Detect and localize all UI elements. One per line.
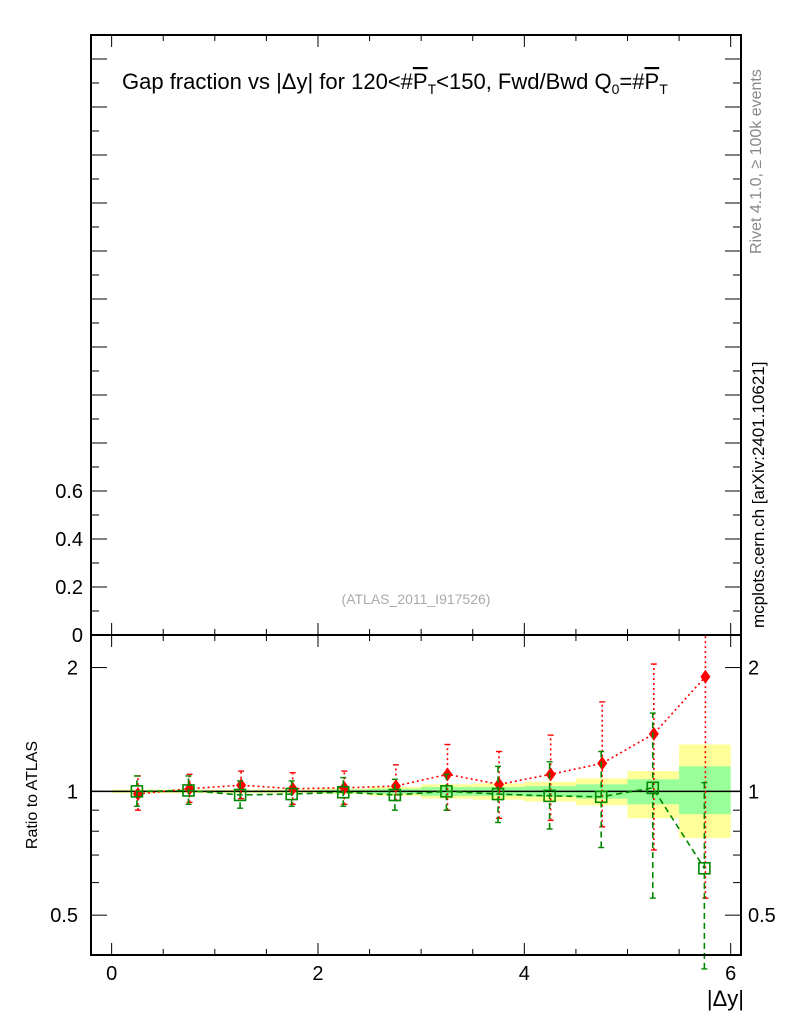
x-tick-label: 4 [519, 963, 530, 985]
analysis-watermark: (ATLAS_2011_I917526) [342, 591, 491, 607]
marker-red [700, 669, 711, 684]
x-tick-label: 0 [106, 963, 117, 985]
marker-red [184, 781, 195, 796]
ratio-y-tick-label: 1 [67, 781, 78, 803]
marker-red [597, 756, 608, 771]
series-line-red [137, 676, 706, 795]
title-pt-bar-1: P [413, 69, 428, 94]
marker-green [233, 788, 247, 802]
ratio-y-axis-label: Ratio to ATLAS [24, 741, 41, 849]
marker-green [440, 785, 453, 798]
marker-red [339, 780, 350, 795]
ratio-plot-frame [90, 634, 742, 956]
title-pt-bar-2: P [645, 69, 660, 94]
marker-green [182, 784, 195, 797]
marker-red [545, 767, 556, 782]
marker-green [130, 785, 144, 798]
marker-green [646, 781, 660, 795]
main-y-tick-label: 0.4 [55, 529, 83, 551]
chart-title: Gap fraction vs |Δy| for 120<#PT<150, Fw… [122, 69, 668, 97]
title-sub-t-2: T [659, 81, 668, 97]
main-y-tick-label: 0 [72, 625, 83, 647]
marker-green [543, 789, 556, 803]
marker-green [491, 787, 505, 801]
x-tick-label: 6 [725, 963, 736, 985]
marker-green [285, 787, 298, 801]
ratio-y-tick-label-right: 1 [748, 781, 759, 803]
main-y-tick-label: 0.2 [55, 577, 83, 599]
marker-green [594, 790, 608, 804]
marker-red [132, 787, 143, 802]
rivet-version-label: Rivet 4.1.0, ≥ 100k events [748, 69, 765, 254]
mcplots-label: mcplots.cern.ch [arXiv:2401.10621] [749, 362, 768, 628]
main-y-tick-label: 0.6 [55, 481, 83, 503]
ratio-y-tick-label-right: 2 [748, 658, 759, 680]
main-plot-frame [90, 34, 742, 636]
marker-green [388, 788, 402, 802]
marker-green [698, 861, 711, 875]
marker-green [336, 785, 350, 799]
series-line-green [136, 786, 706, 869]
title-sub-0: 0 [612, 81, 620, 97]
ratio-y-tick-label: 0.5 [50, 905, 78, 927]
marker-red [648, 726, 659, 741]
x-tick-label: 2 [312, 963, 323, 985]
title-sub-t-1: T [428, 81, 437, 97]
axis-ticks: 0 2 4 6 0 0.2 0.4 0.6 0.5 0.5 1 1 2 2 [50, 35, 776, 985]
ratio-y-tick-label-right: 0.5 [748, 905, 776, 927]
data-series [130, 634, 711, 970]
x-axis-label: |Δy| [707, 986, 744, 1011]
ratio-y-tick-label: 2 [67, 658, 78, 680]
